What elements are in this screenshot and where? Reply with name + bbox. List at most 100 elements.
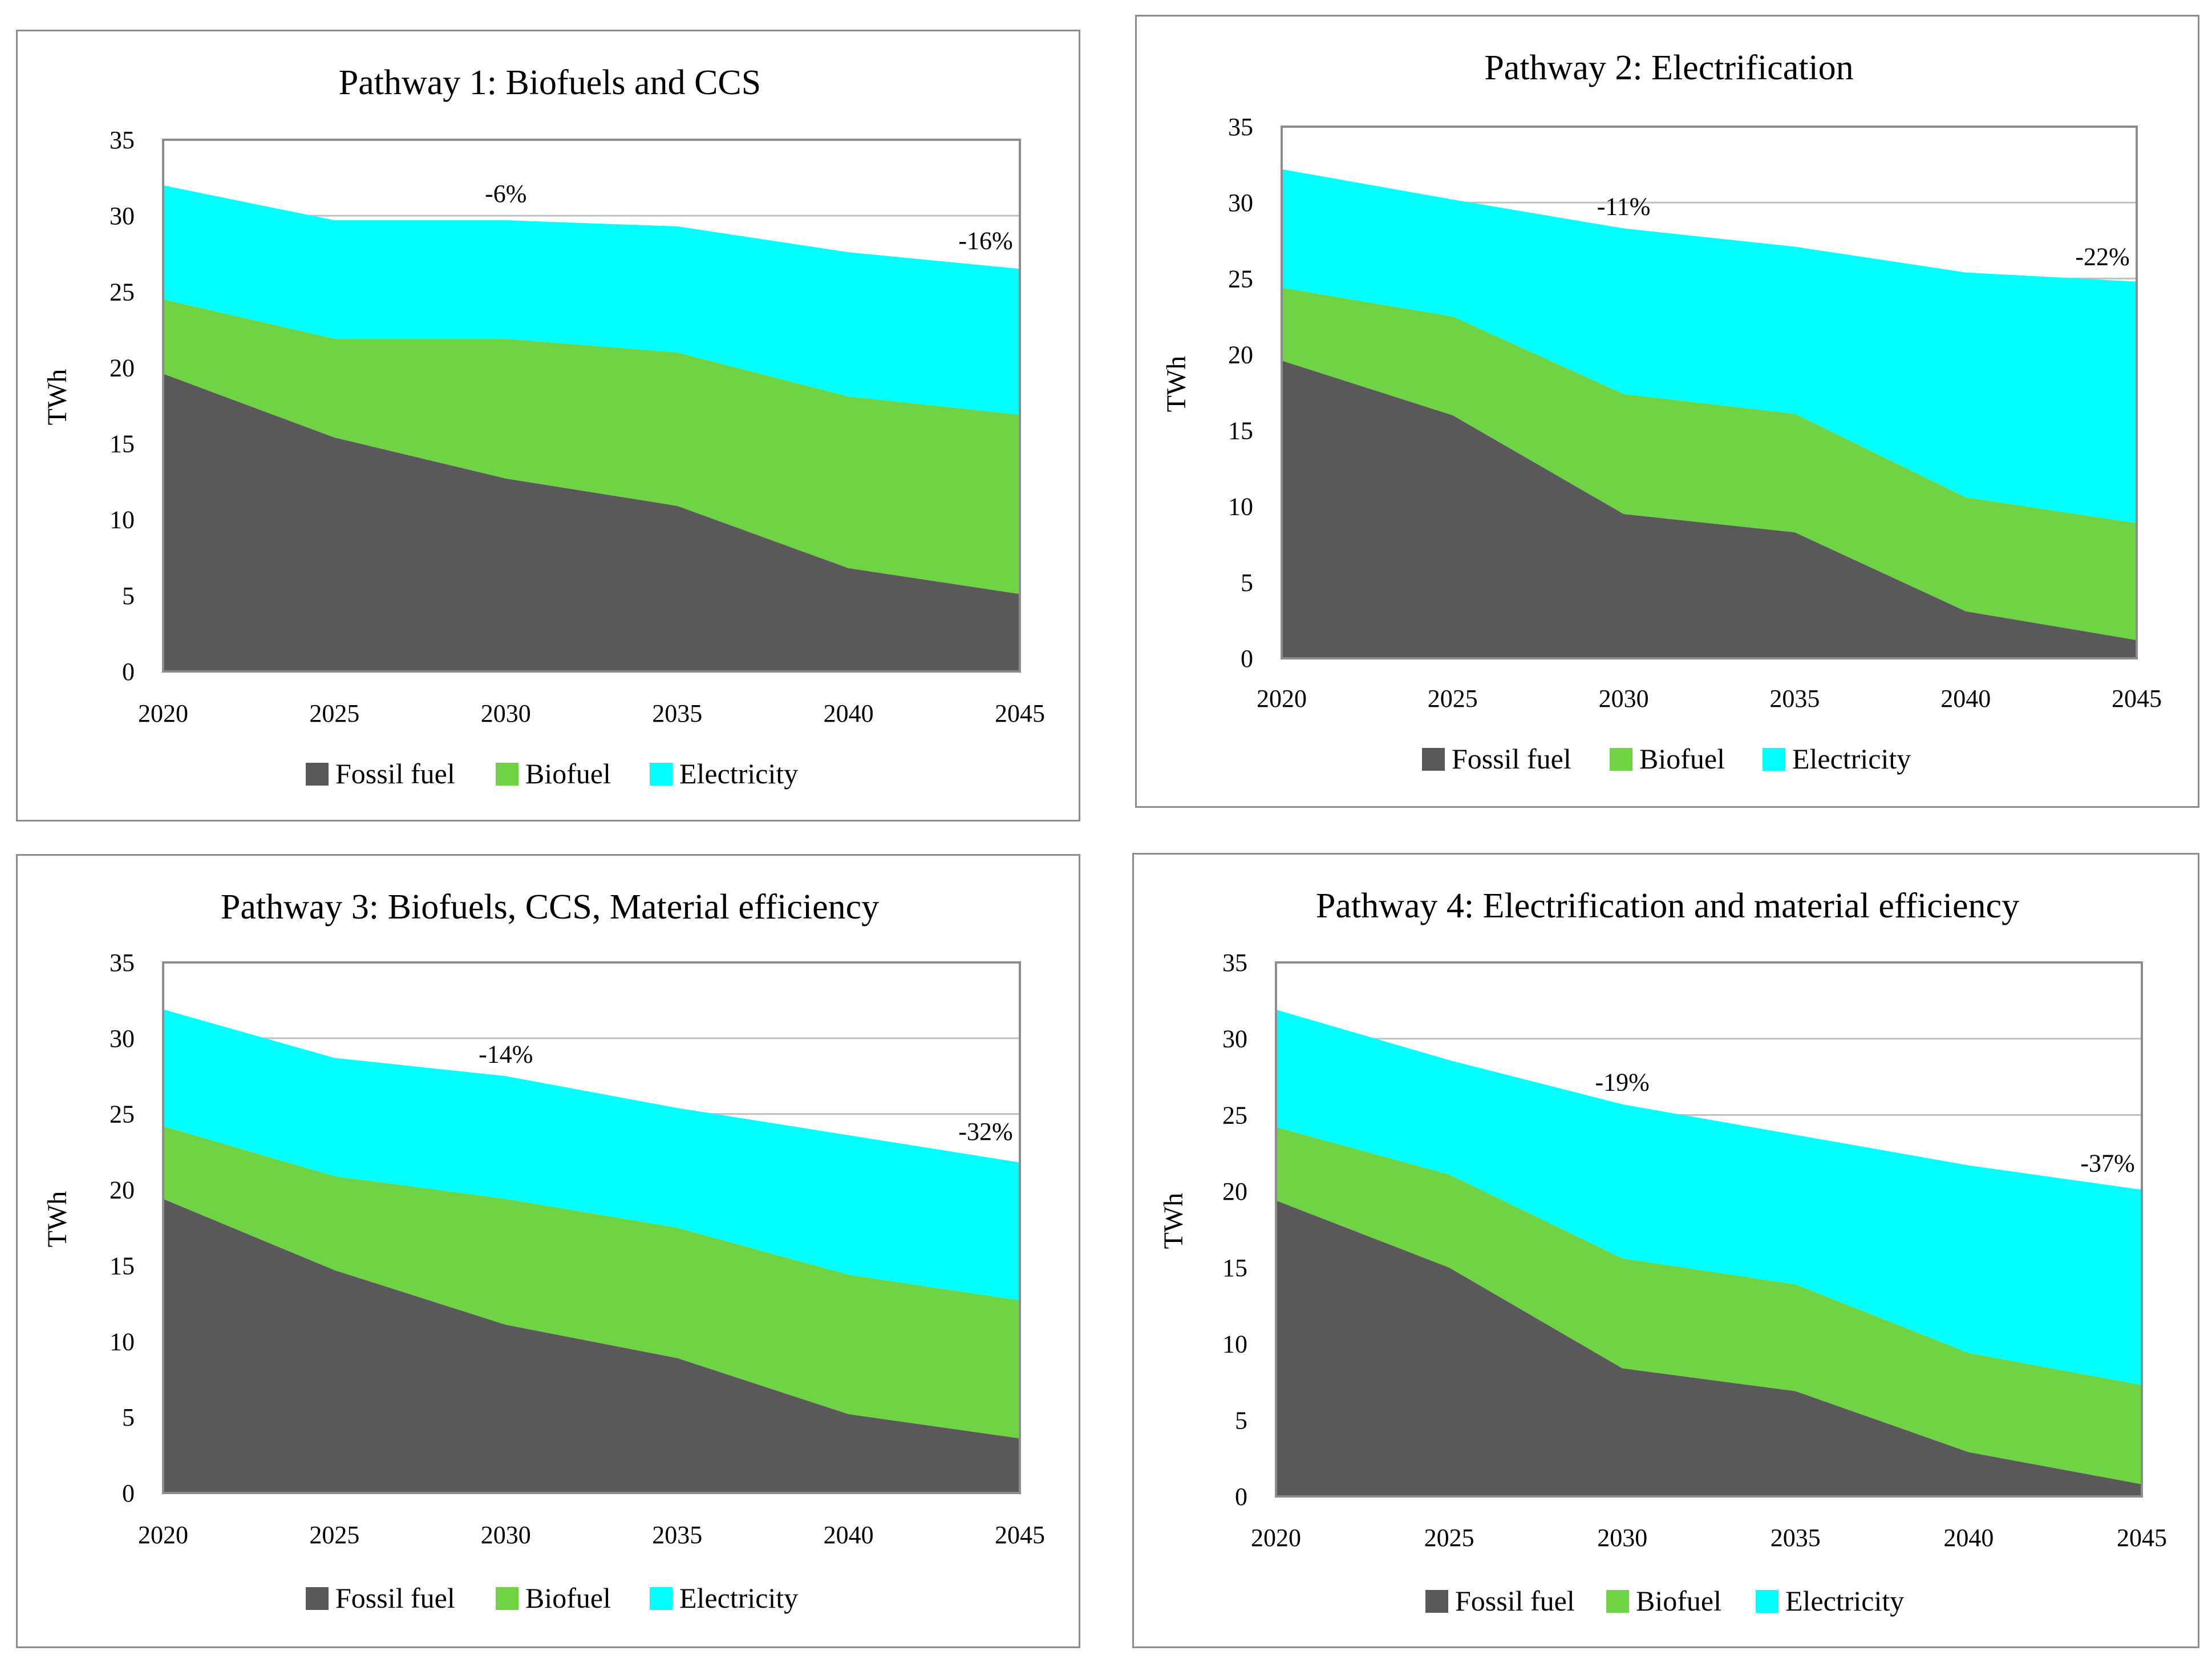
x-tick-label: 2035 <box>652 1521 702 1549</box>
legend-label-fossil-fuel: Fossil fuel <box>1455 1585 1575 1617</box>
chart-title: Pathway 3: Biofuels, CCS, Material effic… <box>221 888 879 926</box>
legend-swatch-electricity <box>650 1587 672 1610</box>
legend: Fossil fuel Biofuel Electricity <box>1422 743 1911 775</box>
y-tick-label: 0 <box>1235 1483 1247 1511</box>
legend-swatch-fossil-fuel <box>1422 748 1445 771</box>
y-tick-label: 10 <box>110 1328 135 1356</box>
x-tick-label: 2020 <box>1251 1524 1301 1552</box>
plot-frame <box>162 139 1021 673</box>
legend-swatch-fossil-fuel <box>306 763 329 786</box>
y-tick-label: 35 <box>110 949 135 977</box>
y-tick-label: 20 <box>1222 1178 1247 1205</box>
chart-svg: Pathway 3: Biofuels, CCS, Material effic… <box>42 888 1045 1614</box>
area-electricity <box>1276 1009 2142 1385</box>
y-tick-label: 35 <box>1222 949 1247 977</box>
legend-swatch-fossil-fuel <box>306 1587 329 1610</box>
chart-panel-pathway-2: Pathway 2: Electrification 0 5 10 15 20 25 30 35… <box>1135 15 2199 808</box>
y-tick-label: 5 <box>122 582 135 610</box>
legend: Fossil fuel Biofuel Electricity <box>1425 1585 1904 1617</box>
y-tick-label: 0 <box>1241 645 1253 673</box>
x-tick-label: 2040 <box>1943 1524 1994 1552</box>
area-biofuel <box>163 1126 1020 1439</box>
legend-swatch-biofuel <box>1610 748 1632 771</box>
y-axis-label: TWh <box>1161 356 1192 412</box>
legend-label-biofuel: Biofuel <box>1639 743 1725 775</box>
chart-panel-pathway-3: Pathway 3: Biofuels, CCS, Material effic… <box>16 854 1080 1648</box>
y-tick-label: 30 <box>110 202 135 230</box>
area-biofuel <box>1276 1127 2142 1484</box>
x-tick-label: 2030 <box>481 1521 531 1549</box>
y-tick-label: 20 <box>1228 341 1253 369</box>
legend: Fossil fuel Biofuel Electricity <box>306 758 798 790</box>
change-annotation: -6% <box>485 180 526 208</box>
y-tick-label: 35 <box>1228 113 1253 141</box>
legend-label-fossil-fuel: Fossil fuel <box>335 758 455 790</box>
area-fossil-fuel <box>1276 1200 2142 1496</box>
x-tick-label: 2020 <box>1257 685 1307 713</box>
y-tick-label: 25 <box>110 278 135 306</box>
y-tick-label: 0 <box>122 1479 135 1507</box>
legend-label-biofuel: Biofuel <box>525 758 611 790</box>
chart-title: Pathway 4: Electrification and material … <box>1316 887 2019 925</box>
legend-swatch-biofuel <box>496 763 518 786</box>
change-annotation: -11% <box>1597 192 1651 220</box>
change-annotation: -14% <box>479 1040 533 1068</box>
plot-frame <box>1275 961 2143 1498</box>
y-tick-label: 15 <box>110 1252 135 1280</box>
change-annotation: -32% <box>958 1118 1012 1146</box>
y-tick-label: 35 <box>110 126 135 154</box>
area-electricity <box>163 1009 1020 1301</box>
legend-label-electricity: Electricity <box>1792 743 1911 775</box>
x-tick-label: 2040 <box>824 1521 874 1549</box>
x-tick-label: 2045 <box>2117 1524 2167 1552</box>
x-tick-label: 2025 <box>1428 685 1478 713</box>
x-tick-label: 2035 <box>1771 1524 1821 1552</box>
y-tick-label: 25 <box>110 1100 135 1128</box>
chart-title: Pathway 2: Electrification <box>1484 48 1853 87</box>
legend-label-biofuel: Biofuel <box>1636 1585 1721 1617</box>
area-fossil-fuel <box>1282 361 2137 658</box>
x-tick-label: 2045 <box>995 1521 1045 1549</box>
legend-swatch-fossil-fuel <box>1425 1590 1448 1613</box>
x-tick-label: 2030 <box>1599 685 1649 713</box>
y-tick-label: 15 <box>110 430 135 458</box>
y-tick-label: 25 <box>1222 1101 1247 1129</box>
chart-svg: Pathway 2: Electrification05101520253035… <box>1161 48 2162 775</box>
chart-panel-pathway-1: Pathway 1: Biofuels and CCS 0 5 10 15 20 25 30 3… <box>16 30 1080 822</box>
area-biofuel <box>163 299 1020 594</box>
x-tick-label: 2040 <box>1940 685 1991 713</box>
y-tick-label: 15 <box>1228 417 1253 445</box>
area-electricity <box>163 185 1020 415</box>
x-tick-label: 2035 <box>652 699 702 727</box>
y-tick-label: 20 <box>110 1176 135 1204</box>
y-tick-label: 30 <box>110 1025 135 1053</box>
x-tick-label: 2030 <box>1597 1524 1647 1552</box>
y-tick-label: 5 <box>1241 569 1253 597</box>
x-tick-label: 2020 <box>138 699 188 727</box>
x-tick-label: 2040 <box>824 699 874 727</box>
y-tick-label: 10 <box>110 506 135 534</box>
y-tick-label: 0 <box>122 658 135 686</box>
x-tick-label: 2025 <box>309 1521 359 1549</box>
y-tick-label: 5 <box>1235 1406 1247 1434</box>
legend-label-biofuel: Biofuel <box>525 1582 611 1614</box>
chart-svg: Pathway 1: Biofuels and CCS0510152025303… <box>42 63 1045 790</box>
legend-label-fossil-fuel: Fossil fuel <box>335 1582 455 1614</box>
area-biofuel <box>1282 288 2137 640</box>
y-tick-label: 20 <box>110 354 135 382</box>
chart-panel-pathway-4: Pathway 4: Electrification and material … <box>1132 853 2199 1648</box>
legend-swatch-biofuel <box>496 1587 518 1610</box>
legend: Fossil fuel Biofuel Electricity <box>306 1582 798 1614</box>
chart-svg: Pathway 4: Electrification and material … <box>1158 887 2167 1617</box>
legend-swatch-electricity <box>650 763 672 786</box>
area-fossil-fuel <box>163 374 1020 671</box>
y-axis-label: TWh <box>42 1191 72 1248</box>
y-tick-label: 25 <box>1228 265 1253 293</box>
y-tick-label: 5 <box>122 1403 135 1431</box>
legend-label-electricity: Electricity <box>679 758 798 790</box>
x-tick-label: 2030 <box>481 699 531 727</box>
legend-label-electricity: Electricity <box>679 1582 798 1614</box>
area-fossil-fuel <box>163 1199 1020 1493</box>
change-annotation: -22% <box>2075 242 2129 270</box>
legend-label-electricity: Electricity <box>1785 1585 1904 1617</box>
